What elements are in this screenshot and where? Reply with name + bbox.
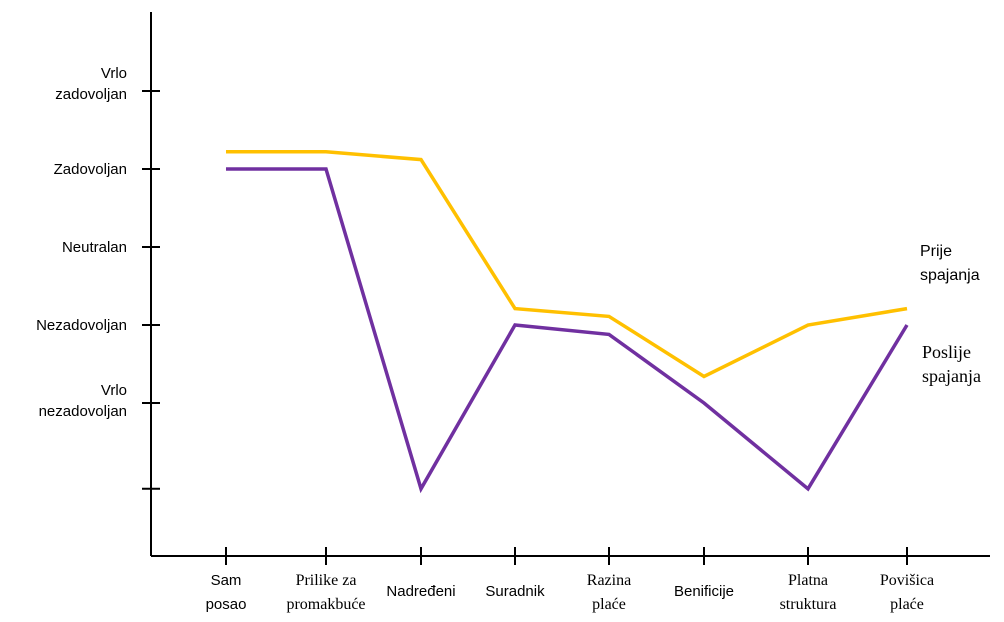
y-tick-label: Nezadovoljan bbox=[36, 317, 127, 334]
x-tick-label: Benificije bbox=[674, 583, 734, 600]
legend-label-prije: Prije spajanja bbox=[920, 243, 980, 284]
x-tick-label: Suradnik bbox=[485, 583, 545, 600]
y-tick-label: Zadovoljan bbox=[54, 161, 127, 178]
x-tick-label: Povišica plaće bbox=[880, 572, 934, 613]
chart-axes bbox=[142, 12, 990, 565]
chart-series bbox=[225, 150, 909, 494]
legend-label-poslije: Poslije spajanja bbox=[922, 342, 981, 386]
x-tick-label: Razina plaće bbox=[587, 572, 631, 613]
x-tick-label: Nadređeni bbox=[386, 583, 455, 600]
y-tick-label: Vrlo zadovoljan bbox=[55, 65, 127, 103]
y-tick-label: Neutralan bbox=[62, 239, 127, 256]
x-tick-label: Prilike za promakbuće bbox=[286, 572, 365, 613]
y-tick-label: Vrlo nezadovoljan bbox=[39, 382, 127, 420]
series-line-poslije bbox=[226, 167, 909, 494]
series-line-prije bbox=[226, 150, 908, 379]
x-tick-label: Sam posao bbox=[206, 572, 247, 613]
x-tick-label: Platna struktura bbox=[780, 572, 837, 613]
chart-labels: Vrlo zadovoljan Zadovoljan Neutralan Nezadov… bbox=[36, 65, 981, 613]
